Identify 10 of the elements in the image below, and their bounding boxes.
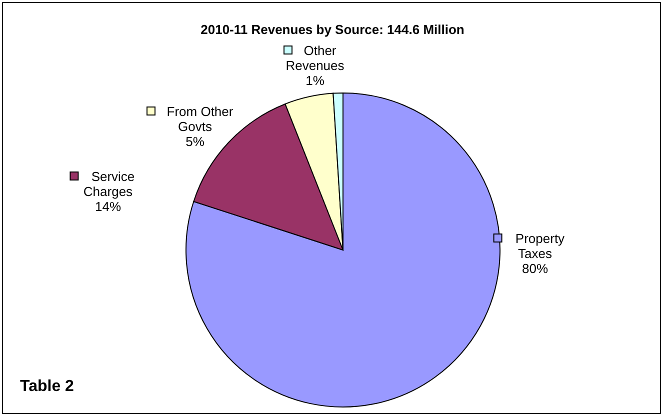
- data-label: 14%: [94, 199, 122, 214]
- legend-label: Property Taxes: [515, 231, 566, 261]
- data-label: 1%: [306, 73, 325, 88]
- legend-label: Other Revenues: [286, 43, 345, 73]
- data-label: 5%: [186, 134, 205, 149]
- legend-label: From Other Govts: [166, 104, 234, 134]
- data-label: 80%: [522, 261, 548, 276]
- caption: Table 2: [20, 378, 74, 396]
- legend-label: Service Charges: [83, 169, 135, 199]
- chart-title: 2010-11 Revenues by Source: 144.6 Million: [200, 22, 466, 37]
